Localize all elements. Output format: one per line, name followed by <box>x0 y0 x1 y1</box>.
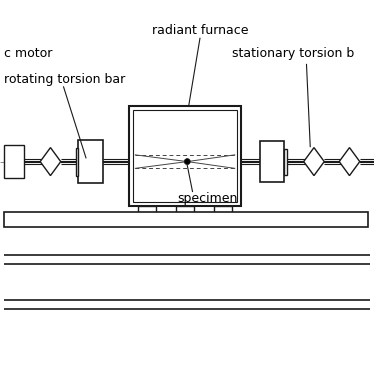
Bar <box>214 206 232 225</box>
Text: specimen: specimen <box>177 193 237 205</box>
Bar <box>133 110 237 202</box>
Bar <box>284 149 287 175</box>
Bar <box>138 206 156 225</box>
Bar <box>129 106 241 206</box>
Bar <box>176 206 194 225</box>
Text: radiant furnace: radiant furnace <box>152 24 248 37</box>
Text: c motor: c motor <box>4 47 52 60</box>
Bar <box>4 212 368 227</box>
Bar <box>79 140 103 183</box>
Polygon shape <box>339 147 360 176</box>
Polygon shape <box>40 147 61 176</box>
Bar <box>4 145 24 178</box>
Text: stationary torsion b: stationary torsion b <box>232 47 354 60</box>
Polygon shape <box>304 147 324 176</box>
Text: rotating torsion bar: rotating torsion bar <box>4 73 125 86</box>
Circle shape <box>184 159 190 165</box>
Bar <box>260 141 284 182</box>
Bar <box>75 147 79 176</box>
